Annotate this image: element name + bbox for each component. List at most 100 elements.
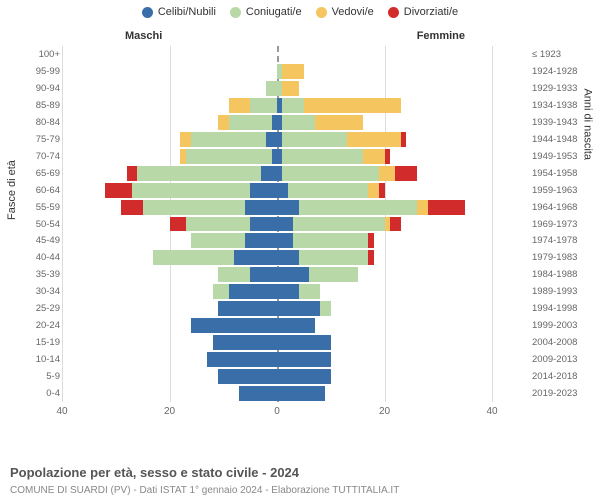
plot-area: 402002040 <box>62 46 492 426</box>
bar-segment <box>153 250 234 265</box>
female-bar <box>277 166 417 181</box>
male-bar <box>191 233 277 248</box>
birth-label: 1924-1928 <box>532 63 584 80</box>
female-bar <box>277 386 325 401</box>
bar-segment <box>293 217 384 232</box>
birth-label: 1934-1938 <box>532 97 584 114</box>
legend-label: Celibi/Nubili <box>158 6 216 18</box>
age-label: 15-19 <box>24 334 60 351</box>
age-label: 95-99 <box>24 63 60 80</box>
birth-label: 1949-1953 <box>532 148 584 165</box>
male-bar <box>239 386 277 401</box>
pyramid-chart: Celibi/Nubili Coniugati/e Vedovi/e Divorzia… <box>0 0 600 500</box>
bar-segment <box>213 335 278 350</box>
legend-swatch <box>142 7 153 18</box>
legend-label: Vedovi/e <box>332 6 374 18</box>
bar-row <box>62 300 492 317</box>
male-bar <box>229 98 277 113</box>
legend-item: Coniugati/e <box>230 6 302 18</box>
age-label: 75-79 <box>24 131 60 148</box>
bar-segment <box>277 284 299 299</box>
bar-row <box>62 385 492 402</box>
bar-segment <box>239 386 277 401</box>
male-label: Maschi <box>125 30 162 42</box>
female-bar <box>277 115 363 130</box>
birth-label: 1994-1998 <box>532 300 584 317</box>
age-label: 25-29 <box>24 300 60 317</box>
age-label: 60-64 <box>24 182 60 199</box>
bar-row <box>62 249 492 266</box>
bar-segment <box>132 183 250 198</box>
bar-row <box>62 148 492 165</box>
bar-segment <box>390 217 401 232</box>
birth-label: 1964-1968 <box>532 199 584 216</box>
bar-segment <box>282 115 314 130</box>
female-bar <box>277 217 401 232</box>
bar-segment <box>277 200 299 215</box>
male-bar <box>213 284 278 299</box>
legend-swatch <box>316 7 327 18</box>
bar-segment <box>218 369 277 384</box>
x-axis: 402002040 <box>62 404 492 426</box>
bar-segment <box>266 132 277 147</box>
age-label: 90-94 <box>24 80 60 97</box>
age-label: 55-59 <box>24 199 60 216</box>
bar-segment <box>213 284 229 299</box>
bar-segment <box>379 183 384 198</box>
bar-row <box>62 368 492 385</box>
birth-label: 1979-1983 <box>532 249 584 266</box>
female-bar <box>277 318 315 333</box>
bar-row <box>62 283 492 300</box>
birth-label: 1974-1978 <box>532 232 584 249</box>
female-bar <box>277 369 331 384</box>
bar-segment <box>170 217 186 232</box>
birth-label: 1959-1963 <box>532 182 584 199</box>
age-label: 35-39 <box>24 266 60 283</box>
bar-row <box>62 63 492 80</box>
bar-segment <box>207 352 277 367</box>
bar-segment <box>282 81 298 96</box>
bar-segment <box>299 200 417 215</box>
bar-segment <box>282 98 304 113</box>
x-tick: 0 <box>274 406 280 417</box>
bar-segment <box>282 64 304 79</box>
bar-row <box>62 232 492 249</box>
male-bar <box>170 217 278 232</box>
bar-segment <box>229 284 277 299</box>
legend-item: Celibi/Nubili <box>142 6 216 18</box>
y-axis-left-title: Fasce di età <box>6 160 18 220</box>
bar-segment <box>368 183 379 198</box>
birth-label: 2009-2013 <box>532 351 584 368</box>
x-tick: 20 <box>164 406 175 417</box>
bar-row <box>62 97 492 114</box>
bar-segment <box>299 284 321 299</box>
rows-container <box>62 46 492 402</box>
age-label: 80-84 <box>24 114 60 131</box>
male-bar <box>218 115 277 130</box>
female-bar <box>277 98 401 113</box>
bar-segment <box>229 115 272 130</box>
bar-segment <box>105 183 132 198</box>
x-tick: 20 <box>379 406 390 417</box>
bar-segment <box>282 166 379 181</box>
age-label: 20-24 <box>24 317 60 334</box>
male-bar <box>218 301 277 316</box>
birth-label: 1939-1943 <box>532 114 584 131</box>
legend-label: Divorziati/e <box>404 6 458 18</box>
female-bar <box>277 335 331 350</box>
bar-segment <box>245 233 277 248</box>
age-label: 30-34 <box>24 283 60 300</box>
bar-segment <box>309 267 357 282</box>
bar-row <box>62 216 492 233</box>
female-bar <box>277 149 390 164</box>
female-bar <box>277 200 465 215</box>
birth-label: 1929-1933 <box>532 80 584 97</box>
age-label: 10-14 <box>24 351 60 368</box>
bar-row <box>62 165 492 182</box>
bar-segment <box>277 267 309 282</box>
bar-row <box>62 131 492 148</box>
female-bar <box>277 267 358 282</box>
birth-labels: ≤ 19231924-19281929-19331934-19381939-19… <box>532 46 584 402</box>
birth-label: 2019-2023 <box>532 385 584 402</box>
bar-row <box>62 114 492 131</box>
